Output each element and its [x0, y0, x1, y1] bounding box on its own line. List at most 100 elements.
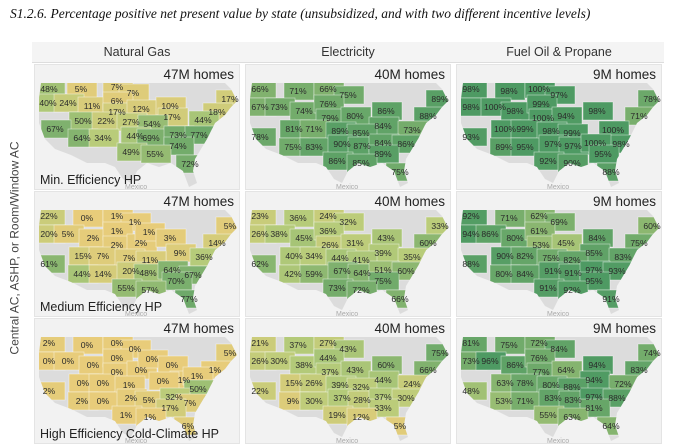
- state-percentage-label: 74%: [169, 141, 187, 151]
- state-percentage-label: 59%: [305, 269, 323, 279]
- state-percentage-label: 72%: [614, 379, 632, 389]
- state-percentage-label: 100%: [584, 138, 606, 148]
- state-percentage-label: 17%: [221, 94, 239, 104]
- state-percentage-label: 77%: [180, 294, 198, 304]
- state-percentage-label: 26%: [251, 229, 269, 239]
- state-percentage-label: 98%: [462, 84, 480, 94]
- state-percentage-label: 33%: [431, 221, 449, 231]
- state-percentage-label: 2%: [111, 240, 124, 250]
- homes-count-label: 9M homes: [592, 321, 656, 336]
- state-percentage-label: 66%: [319, 84, 337, 94]
- state-percentage-label: 60%: [643, 221, 661, 231]
- state-percentage-label: 18%: [208, 107, 226, 117]
- y-axis-label: Central AC, ASHP, or Room/Window AC: [8, 140, 23, 355]
- basemap-label-mexico: Mexico: [336, 311, 359, 317]
- map-panel: 23% 36% 24% 32% 26% 38% 45% 36% 26% 31% 43% 33% 60% 3…: [245, 191, 451, 317]
- state-percentage-label: 63%: [496, 378, 514, 388]
- state-percentage-label: 64%: [557, 365, 575, 375]
- state-percentage-label: 48%: [139, 268, 157, 278]
- state-percentage-label: 32%: [165, 392, 183, 402]
- state-percentage-label: 24%: [319, 211, 337, 221]
- state-percentage-label: 5%: [224, 348, 237, 358]
- state-percentage-label: 89%: [431, 94, 449, 104]
- state-percentage-label: 86%: [377, 106, 395, 116]
- map-panel: 66% 71% 66% 75% 67% 73% 74% 76% 79% 80% 86% 89% 88% 8…: [245, 64, 451, 190]
- state-percentage-label: 64%: [73, 133, 91, 143]
- state-percentage-label: 30%: [270, 356, 288, 366]
- state-percentage-label: 88%: [602, 167, 620, 177]
- state-percentage-label: 83%: [614, 252, 632, 262]
- state-percentage-label: 0%: [62, 356, 75, 366]
- state-percentage-label: 2%: [43, 386, 56, 396]
- state-percentage-label: 26%: [321, 240, 339, 250]
- state-percentage-label: 83%: [305, 142, 323, 152]
- state-percentage-label: 85%: [352, 158, 370, 168]
- state-percentage-label: 80%: [495, 269, 513, 279]
- state-percentage-label: 48%: [462, 386, 480, 396]
- state-percentage-label: 80%: [506, 233, 524, 243]
- state-percentage-label: 67%: [333, 266, 351, 276]
- state-percentage-label: 84%: [550, 344, 568, 354]
- state-percentage-label: 44%: [319, 353, 337, 363]
- state-percentage-label: 5%: [394, 421, 407, 431]
- state-percentage-label: 36%: [195, 252, 213, 262]
- state-percentage-label: 73%: [270, 102, 288, 112]
- state-percentage-label: 37%: [333, 393, 351, 403]
- state-percentage-label: 91%: [544, 266, 562, 276]
- state-percentage-label: 44%: [126, 131, 144, 141]
- state-percentage-label: 7%: [123, 253, 136, 263]
- homes-count-label: 40M homes: [374, 194, 445, 209]
- state-percentage-label: 15%: [74, 251, 92, 261]
- state-percentage-label: 84%: [374, 138, 392, 148]
- state-percentage-label: 78%: [516, 378, 534, 388]
- state-percentage-label: 75%: [284, 142, 302, 152]
- homes-count-label: 40M homes: [374, 321, 445, 336]
- state-percentage-label: 43%: [377, 233, 395, 243]
- state-percentage-label: 66%: [419, 365, 437, 375]
- small-multiples-grid: Natural Gas Electricity Fuel Oil & Propa…: [32, 42, 664, 444]
- state-percentage-label: 98%: [612, 139, 630, 149]
- state-percentage-label: 97%: [564, 141, 582, 151]
- state-percentage-label: 98%: [588, 106, 606, 116]
- state-percentage-label: 7%: [111, 82, 124, 92]
- state-percentage-label: 75%: [542, 253, 560, 263]
- us-state-map: 23% 36% 24%32%26% 38% 45%36%26% 31% 43%33%60%3…: [250, 210, 449, 314]
- state-percentage-label: 86%: [506, 360, 524, 370]
- state-percentage-label: 49%: [122, 147, 140, 157]
- us-state-map: 21% 37% 27%43%26% 30% 38%44%37% 43% 60%75%66%4…: [250, 337, 449, 441]
- state-percentage-label: 84%: [516, 269, 534, 279]
- state-percentage-label: 84%: [374, 121, 392, 131]
- basemap-label-mexico: Mexico: [336, 438, 359, 444]
- state-percentage-label: 0%: [97, 378, 110, 388]
- state-percentage-label: 64%: [163, 265, 181, 275]
- state-percentage-label: 27%: [319, 338, 337, 348]
- state-percentage-label: 11%: [142, 255, 159, 265]
- map-panel: 2% 0% 0% 0% 0% 0% 0% 0% 0% 0% 0% 0% 5% 1% 1% 1% 0% 50% 0% 0…: [34, 318, 240, 444]
- state-percentage-label: 1%: [129, 217, 142, 227]
- basemap-label-mexico: Mexico: [336, 184, 359, 190]
- state-percentage-label: 1%: [178, 375, 191, 385]
- state-percentage-label: 17%: [163, 112, 181, 122]
- state-percentage-label: 76%: [319, 99, 337, 109]
- state-percentage-label: 24%: [403, 379, 421, 389]
- state-percentage-label: 64%: [353, 268, 371, 278]
- state-percentage-label: 61%: [530, 226, 548, 236]
- state-percentage-label: 90%: [563, 158, 581, 168]
- state-percentage-label: 23%: [251, 211, 269, 221]
- figure-title: S1.2.6. Percentage positive net present …: [10, 6, 591, 21]
- state-percentage-label: 37%: [321, 367, 339, 377]
- state-percentage-label: 41%: [352, 255, 370, 265]
- state-percentage-label: 24%: [59, 98, 77, 108]
- state-percentage-label: 1%: [191, 371, 204, 381]
- basemap-label-mexico: Mexico: [547, 184, 570, 190]
- state-percentage-label: 71%: [500, 213, 518, 223]
- state-percentage-label: 7%: [127, 88, 140, 98]
- state-percentage-label: 2%: [87, 233, 100, 243]
- state-percentage-label: 81%: [585, 403, 603, 413]
- state-percentage-label: 74%: [295, 106, 313, 116]
- state-percentage-label: 74%: [643, 348, 661, 358]
- state-percentage-label: 6%: [182, 421, 195, 431]
- state-percentage-label: 19%: [328, 410, 346, 420]
- state-percentage-label: 86%: [328, 156, 346, 166]
- state-percentage-label: 55%: [146, 149, 164, 159]
